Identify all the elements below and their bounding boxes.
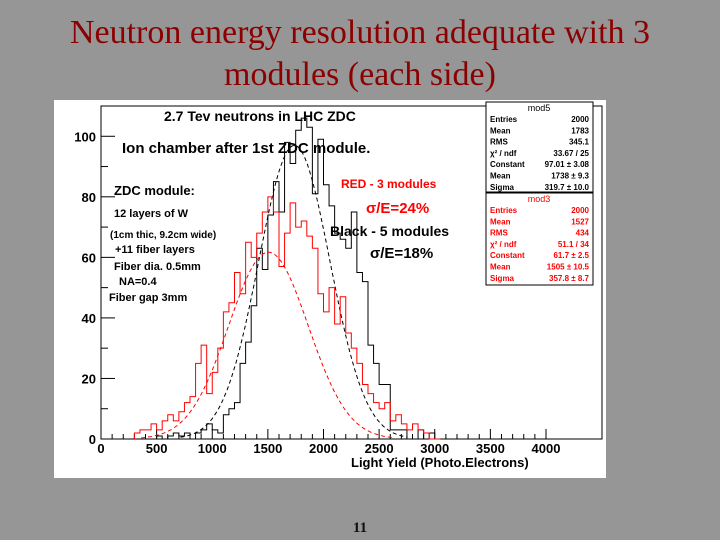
stat-value: 51.1 / 34 — [558, 240, 590, 249]
stat-value: 2000 — [571, 206, 589, 215]
series-layer — [133, 117, 441, 440]
stat-box-mod5-title: mod5 — [528, 103, 551, 113]
red-series-label: RED - 3 modules — [341, 177, 437, 191]
zdc-line-2: (1cm thic, 9.2cm wide) — [110, 230, 216, 241]
plot-frame: 2.7 Tev neutrons in LHC ZDC Ion chamber … — [54, 100, 606, 478]
stat-value: 357.8 ± 8.7 — [549, 274, 590, 283]
stat-value: 1527 — [571, 217, 589, 226]
stat-box-mod3-title: mod3 — [528, 194, 551, 204]
zdc-line-5: NA=0.4 — [119, 276, 157, 288]
resolution-labels: RED - 3 modules σ/E=24% Black - 5 module… — [330, 177, 449, 262]
x-tick-label: 500 — [146, 441, 168, 456]
stat-label: χ² / ndf — [490, 240, 517, 249]
stat-value: 2000 — [571, 115, 589, 124]
zdc-module-notes: ZDC module: 12 layers of W (1cm thic, 9.… — [109, 183, 216, 304]
page-number: 11 — [352, 520, 368, 536]
zdc-line-1: 12 layers of W — [114, 208, 189, 220]
chart-title: 2.7 Tev neutrons in LHC ZDC — [164, 108, 356, 124]
stat-label: Mean — [490, 263, 511, 272]
y-tick-label: 100 — [74, 129, 96, 144]
slide-title: Neutron energy resolution adequate with … — [0, 12, 720, 96]
x-tick-label: 3500 — [476, 441, 505, 456]
red-resolution-label: σ/E=24% — [366, 200, 429, 217]
x-tick-label: 0 — [97, 441, 104, 456]
stat-label: Mean — [490, 126, 511, 135]
black-series-label: Black - 5 modules — [330, 223, 449, 239]
plot-area-border — [100, 105, 603, 440]
stat-value: 61.7 ± 2.5 — [553, 251, 589, 260]
stat-value: 97.01 ± 3.08 — [545, 160, 590, 169]
fit-curve-mod5 — [180, 144, 408, 438]
histogram-plot: 2.7 Tev neutrons in LHC ZDC Ion chamber … — [74, 101, 603, 470]
stat-label: Mean — [490, 172, 511, 181]
x-tick-label: 1000 — [198, 441, 227, 456]
zdc-line-3: +11 fiber layers — [115, 244, 195, 256]
stat-label: RMS — [490, 229, 508, 238]
x-tick-label: 4000 — [532, 441, 561, 456]
fit-curve-mod3 — [141, 251, 395, 439]
stat-value: 434 — [576, 229, 590, 238]
x-tick-label: 2500 — [365, 441, 394, 456]
slide-title-line-2: modules (each side) — [224, 56, 496, 93]
stat-value: 33.67 / 25 — [553, 149, 589, 158]
stat-label: Mean — [490, 217, 511, 226]
stat-value: 345.1 — [569, 138, 590, 147]
stat-box-mod3-frame — [485, 192, 594, 286]
stat-label: Sigma — [490, 183, 515, 192]
stat-label: χ² / ndf — [490, 149, 517, 158]
stat-value: 1505 ± 10.5 — [547, 263, 590, 272]
stat-value: 1783 — [571, 126, 589, 135]
y-axis: 0 20 40 60 80 100 — [74, 129, 115, 447]
stat-label: Entries — [490, 206, 518, 215]
stat-label: Sigma — [490, 274, 515, 283]
zdc-line-6: Fiber gap 3mm — [109, 292, 187, 304]
zdc-heading: ZDC module: — [114, 183, 195, 198]
stat-label: Constant — [490, 251, 525, 260]
stat-value: 319.7 ± 10.0 — [545, 183, 590, 192]
stat-value: 1738 ± 9.3 — [551, 172, 589, 181]
y-tick-label: 80 — [82, 190, 96, 205]
black-resolution-label: σ/E=18% — [370, 245, 433, 262]
y-tick-label: 0 — [89, 432, 96, 447]
zdc-line-4: Fiber dia. 0.5mm — [114, 261, 201, 273]
stat-label: Entries — [490, 115, 518, 124]
stat-label: RMS — [490, 138, 508, 147]
y-tick-label: 60 — [82, 250, 96, 265]
x-axis-label: Light Yield (Photo.Electrons) — [351, 455, 529, 470]
histogram-mod5 — [134, 117, 441, 440]
chart-subtitle: Ion chamber after 1st ZDC module. — [122, 140, 370, 157]
histogram-mod3 — [133, 196, 441, 440]
y-tick-label: 40 — [82, 311, 96, 326]
y-tick-label: 20 — [82, 371, 96, 386]
slide-title-line-1: Neutron energy resolution adequate with … — [69, 14, 651, 51]
x-tick-label: 3000 — [420, 441, 449, 456]
x-tick-label: 2000 — [309, 441, 338, 456]
stat-box-mod5-frame — [485, 101, 594, 193]
stat-box-mod5: mod5 Entries 2000 Mean 1783 RMS 345.1 χ² / ndf… — [485, 101, 594, 193]
x-tick-label: 1500 — [253, 441, 282, 456]
x-axis: 0 500 1000 1500 2000 2500 3000 3500 4000 — [97, 429, 560, 456]
stat-label: Constant — [490, 160, 525, 169]
stat-box-mod3: mod3 Entries 2000 Mean 1527 RMS 434 χ² / ndf 51… — [485, 192, 594, 286]
